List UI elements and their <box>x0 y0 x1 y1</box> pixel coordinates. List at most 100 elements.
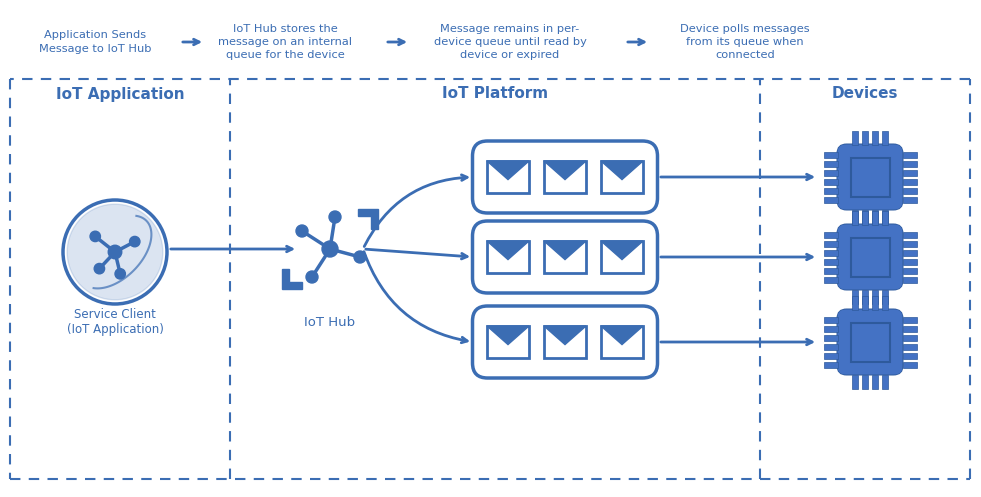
Circle shape <box>115 269 126 279</box>
FancyBboxPatch shape <box>838 145 903 210</box>
Bar <box>872 289 878 304</box>
Polygon shape <box>601 326 643 344</box>
Text: Service Client
(IoT Application): Service Client (IoT Application) <box>67 308 164 336</box>
Bar <box>903 334 916 340</box>
Text: Application Sends
Message to IoT Hub: Application Sends Message to IoT Hub <box>39 30 151 54</box>
Bar <box>823 232 838 238</box>
Bar <box>903 317 916 323</box>
Bar <box>903 352 916 358</box>
Bar <box>862 210 868 224</box>
Bar <box>872 375 878 389</box>
FancyBboxPatch shape <box>837 309 904 376</box>
Bar <box>903 232 916 238</box>
Bar <box>823 152 838 158</box>
Circle shape <box>94 263 105 274</box>
Bar <box>823 241 838 247</box>
Bar <box>862 289 868 304</box>
Bar <box>823 187 838 193</box>
Text: IoT Application: IoT Application <box>56 86 184 101</box>
FancyBboxPatch shape <box>601 326 643 358</box>
Circle shape <box>108 245 122 259</box>
Bar <box>862 375 868 389</box>
FancyBboxPatch shape <box>601 161 643 193</box>
Bar <box>862 131 868 145</box>
Bar <box>823 196 838 202</box>
Bar <box>823 343 838 349</box>
FancyBboxPatch shape <box>473 221 657 293</box>
Bar <box>882 210 888 224</box>
Polygon shape <box>601 241 643 259</box>
Bar <box>903 169 916 175</box>
Polygon shape <box>544 161 586 179</box>
Bar <box>823 169 838 175</box>
Bar <box>903 267 916 273</box>
FancyBboxPatch shape <box>544 161 586 193</box>
Bar <box>823 361 838 367</box>
Bar <box>903 178 916 184</box>
Bar <box>903 276 916 282</box>
Text: IoT Hub: IoT Hub <box>304 316 355 329</box>
Polygon shape <box>282 269 302 289</box>
FancyBboxPatch shape <box>851 158 890 196</box>
Circle shape <box>67 204 163 300</box>
FancyBboxPatch shape <box>838 310 903 375</box>
FancyBboxPatch shape <box>544 326 586 358</box>
Circle shape <box>306 271 318 283</box>
FancyBboxPatch shape <box>544 241 586 273</box>
Bar <box>823 276 838 282</box>
Bar <box>852 289 858 304</box>
Circle shape <box>90 231 100 242</box>
FancyBboxPatch shape <box>838 225 903 289</box>
Text: Device polls messages
from its queue when
connected: Device polls messages from its queue whe… <box>680 24 809 60</box>
Bar <box>903 196 916 202</box>
FancyBboxPatch shape <box>851 323 890 361</box>
Bar <box>852 211 858 225</box>
Text: IoT Platform: IoT Platform <box>441 86 548 101</box>
Polygon shape <box>487 326 529 344</box>
Polygon shape <box>601 161 643 179</box>
Bar <box>882 289 888 304</box>
Bar <box>852 131 858 145</box>
FancyBboxPatch shape <box>837 144 904 211</box>
Bar <box>903 241 916 247</box>
Bar <box>872 211 878 225</box>
FancyBboxPatch shape <box>851 238 890 276</box>
Bar <box>852 296 858 310</box>
Bar <box>862 296 868 310</box>
Bar <box>903 361 916 367</box>
Text: Devices: Devices <box>832 86 899 101</box>
Circle shape <box>329 211 341 223</box>
Polygon shape <box>487 161 529 179</box>
Bar <box>823 352 838 358</box>
Bar <box>882 375 888 389</box>
Bar <box>852 210 858 224</box>
Bar <box>823 178 838 184</box>
Polygon shape <box>544 326 586 344</box>
Bar <box>903 249 916 255</box>
Bar <box>903 152 916 158</box>
Circle shape <box>296 225 308 237</box>
Bar <box>903 187 916 193</box>
FancyBboxPatch shape <box>601 241 643 273</box>
Bar <box>903 161 916 166</box>
Polygon shape <box>487 241 529 259</box>
Bar <box>882 131 888 145</box>
Bar <box>903 258 916 264</box>
Bar <box>823 326 838 331</box>
Circle shape <box>354 251 366 263</box>
Bar <box>872 210 878 224</box>
FancyBboxPatch shape <box>837 224 904 291</box>
Bar <box>823 267 838 273</box>
Bar <box>823 161 838 166</box>
Bar <box>862 211 868 225</box>
FancyBboxPatch shape <box>487 326 529 358</box>
Bar <box>823 317 838 323</box>
Text: IoT Hub stores the
message on an internal
queue for the device: IoT Hub stores the message on an interna… <box>218 24 352 60</box>
Circle shape <box>322 241 338 257</box>
FancyBboxPatch shape <box>487 241 529 273</box>
Bar <box>872 131 878 145</box>
Text: Message remains in per-
device queue until read by
device or expired: Message remains in per- device queue unt… <box>434 24 587 60</box>
Bar <box>882 296 888 310</box>
Bar <box>903 343 916 349</box>
Bar <box>823 258 838 264</box>
